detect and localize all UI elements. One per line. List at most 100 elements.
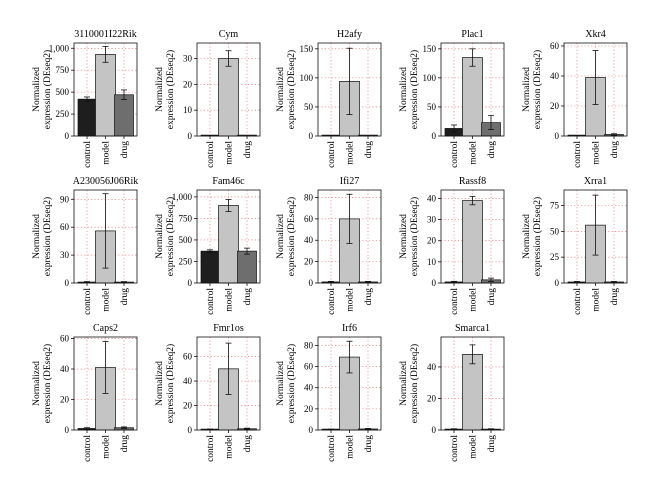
y-tick-label: 0 (65, 131, 70, 141)
y-axis-label-line: expression (DEseq2) (286, 197, 297, 276)
y-axis-label: Normalizedexpression (DEseq2) (276, 197, 297, 276)
bar-model (218, 58, 239, 137)
y-axis-label-line: expression (DEseq2) (409, 50, 420, 129)
x-tick-label: control (450, 288, 460, 315)
bar-model (95, 54, 116, 137)
x-tick-label: model (225, 435, 235, 459)
x-tick-label: drug (487, 435, 497, 453)
chart-title: H2afy (337, 29, 362, 40)
y-axis-label-line: Normalized (32, 214, 42, 259)
x-tick-label: model (592, 288, 602, 312)
chart-title: Xkr4 (585, 29, 606, 40)
y-tick-label: 0 (188, 131, 193, 141)
y-axis-label: Normalizedexpression (DEseq2) (399, 50, 420, 129)
y-axis-label-line: expression (DEseq2) (409, 344, 420, 423)
x-tick-label: model (346, 435, 356, 459)
x-tick-label: control (327, 141, 337, 168)
y-tick-label: 0 (555, 131, 560, 141)
chart-panel-a230056j06rik: 0 30 60 90 control model drug A230056J06Rik Norm… (32, 176, 138, 315)
y-axis-label-line: Normalized (276, 361, 286, 406)
y-tick-label: 40 (304, 383, 314, 393)
y-tick-label: 20 (183, 79, 193, 89)
x-tick-label: drug (243, 288, 253, 306)
x-tick-label: drug (610, 288, 620, 306)
y-axis-label-line: expression (DEseq2) (532, 50, 543, 129)
chart-title: Ifi27 (340, 176, 359, 187)
y-tick-label: 30 (427, 215, 437, 225)
chart-title: 3110001I22Rik (74, 29, 136, 40)
x-tick-label: model (469, 141, 479, 165)
x-tick-label: model (346, 288, 356, 312)
x-tick-label: drug (120, 141, 130, 159)
chart-title: Fmr1os (213, 323, 244, 334)
bar-model (218, 205, 239, 284)
y-tick-label: 150 (423, 44, 437, 54)
x-tick-label: drug (364, 288, 374, 306)
x-tick-label: drug (243, 141, 253, 159)
x-tick-label: control (327, 288, 337, 315)
y-axis-label: Normalizedexpression (DEseq2) (522, 197, 543, 276)
y-tick-label: 80 (304, 340, 314, 350)
y-tick-label: 20 (550, 101, 560, 111)
y-axis-label: Normalizedexpression (DEseq2) (155, 197, 176, 276)
x-tick-label: model (225, 288, 235, 312)
y-tick-label: 60 (60, 222, 70, 232)
x-tick-label: model (592, 141, 602, 165)
y-tick-label: 0 (188, 425, 193, 435)
y-tick-label: 0 (432, 278, 437, 288)
chart-panel-xrra1: 0 25 50 75 control model drug Xrra1 Normalizedex… (522, 176, 628, 315)
y-tick-label: 20 (304, 257, 314, 267)
y-axis-label-line: Normalized (276, 214, 286, 259)
y-axis-label-line: Normalized (32, 361, 42, 406)
y-tick-label: 250 (56, 109, 70, 119)
x-tick-label: model (102, 288, 112, 312)
chart-title: Xrra1 (584, 176, 607, 187)
x-tick-label: control (206, 141, 216, 168)
chart-panel-irf6: 0 20 40 60 80 control model drug Irf6 Normalizede… (276, 323, 382, 462)
y-axis-label: Normalizedexpression (DEseq2) (155, 50, 176, 129)
y-tick-label: 50 (304, 102, 314, 112)
y-axis-label-line: Normalized (276, 67, 286, 112)
y-tick-label: 40 (60, 364, 70, 374)
y-tick-label: 0 (65, 278, 70, 288)
y-tick-label: 20 (60, 395, 70, 405)
bar-drug (114, 94, 134, 137)
y-tick-label: 0 (309, 278, 314, 288)
y-tick-label: 80 (304, 192, 314, 202)
x-tick-label: control (573, 288, 583, 315)
chart-title: Smarca1 (455, 323, 490, 334)
x-tick-label: model (346, 141, 356, 165)
chart-title: Irf6 (342, 323, 357, 334)
y-axis-label-line: expression (DEseq2) (42, 344, 53, 423)
y-axis-label: Normalizedexpression (DEseq2) (399, 197, 420, 276)
y-axis-label: Normalizedexpression (DEseq2) (276, 344, 297, 423)
y-tick-label: 40 (550, 71, 560, 81)
y-tick-label: 30 (60, 250, 70, 260)
x-tick-label: drug (610, 141, 620, 159)
y-tick-label: 0 (432, 131, 437, 141)
y-tick-label: 40 (427, 193, 437, 203)
chart-panel-h2afy: 0 50 100 150 control model drug H2afy Normalized… (276, 29, 382, 168)
y-tick-label: 100 (300, 73, 314, 83)
y-axis-label-line: Normalized (399, 361, 409, 406)
bar-model (462, 57, 483, 137)
y-tick-label: 10 (427, 257, 437, 267)
y-tick-label: 750 (179, 213, 193, 223)
chart-panel-smarca1: 0 20 40 control model drug Smarca1 Normalizedex… (399, 323, 505, 462)
y-axis-label: Normalizedexpression (DEseq2) (399, 344, 420, 423)
y-tick-label: 60 (304, 362, 314, 372)
y-axis-label-line: expression (DEseq2) (42, 50, 53, 129)
x-tick-label: control (573, 141, 583, 168)
y-axis-label: Normalizedexpression (DEseq2) (522, 50, 543, 129)
y-tick-label: 40 (304, 235, 314, 245)
y-axis-label-line: expression (DEseq2) (286, 344, 297, 423)
chart-title: Plac1 (461, 29, 483, 40)
y-axis-label-line: Normalized (155, 361, 165, 406)
y-axis-label-line: Normalized (32, 67, 42, 112)
y-tick-label: 1,000 (49, 43, 70, 53)
y-axis-label: Normalizedexpression (DEseq2) (32, 344, 53, 423)
y-tick-label: 60 (304, 214, 314, 224)
bar-control (200, 250, 220, 284)
y-tick-label: 10 (183, 105, 193, 115)
y-tick-label: 150 (300, 44, 314, 54)
